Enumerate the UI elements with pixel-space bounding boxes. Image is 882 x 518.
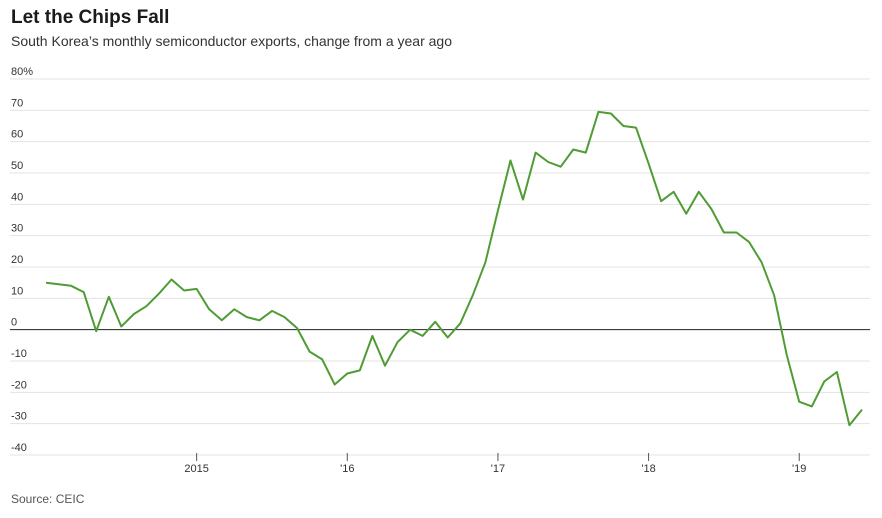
y-tick-label: 20 bbox=[11, 254, 23, 266]
data-point bbox=[685, 213, 687, 215]
data-point bbox=[836, 371, 838, 373]
data-point bbox=[647, 162, 649, 164]
data-point bbox=[384, 365, 386, 367]
data-point bbox=[673, 191, 675, 193]
data-point bbox=[321, 358, 323, 360]
series-layer bbox=[45, 110, 863, 427]
data-point bbox=[183, 289, 185, 291]
data-point bbox=[484, 261, 486, 263]
data-point bbox=[195, 288, 197, 290]
x-tick-label: '19 bbox=[792, 463, 806, 475]
y-axis-ticks: 80% 70 60 50 40 30 20 10 0 -10 -20 -30 -40 bbox=[11, 66, 33, 454]
y-tick-label: -30 bbox=[11, 411, 27, 423]
data-point bbox=[233, 308, 235, 310]
data-point bbox=[597, 111, 599, 113]
data-point bbox=[95, 330, 97, 332]
data-point bbox=[786, 354, 788, 356]
data-point bbox=[622, 125, 624, 127]
y-tick-label: 70 bbox=[11, 97, 23, 109]
data-point bbox=[70, 285, 72, 287]
data-point bbox=[170, 278, 172, 280]
data-point bbox=[246, 316, 248, 318]
y-tick-label: 80% bbox=[11, 66, 33, 78]
data-point bbox=[396, 341, 398, 343]
data-point bbox=[359, 369, 361, 371]
data-point bbox=[735, 231, 737, 233]
data-point bbox=[723, 231, 725, 233]
data-point bbox=[45, 282, 47, 284]
data-point bbox=[120, 325, 122, 327]
data-point bbox=[346, 372, 348, 374]
data-point bbox=[509, 159, 511, 161]
data-point bbox=[497, 209, 499, 211]
gridlines bbox=[10, 78, 870, 456]
data-point bbox=[447, 336, 449, 338]
data-point bbox=[848, 424, 850, 426]
data-point bbox=[459, 322, 461, 324]
source-note: Source: CEIC bbox=[11, 492, 85, 506]
data-point bbox=[334, 383, 336, 385]
x-tick-label: '17 bbox=[491, 463, 505, 475]
data-point bbox=[861, 408, 863, 410]
data-point bbox=[133, 313, 135, 315]
x-tick-label: 2015 bbox=[184, 463, 208, 475]
series-line bbox=[45, 110, 863, 427]
data-point bbox=[308, 350, 310, 352]
x-tick-label: '18 bbox=[641, 463, 655, 475]
data-point bbox=[271, 310, 273, 312]
data-point bbox=[823, 380, 825, 382]
chart-subtitle: South Korea’s monthly semiconductor expo… bbox=[11, 33, 452, 49]
data-point bbox=[760, 261, 762, 263]
data-point bbox=[145, 305, 147, 307]
y-tick-label: 50 bbox=[11, 160, 23, 172]
y-tick-label: 60 bbox=[11, 129, 23, 141]
data-point bbox=[434, 321, 436, 323]
data-point bbox=[371, 335, 373, 337]
data-point bbox=[409, 329, 411, 331]
data-point bbox=[585, 151, 587, 153]
data-point bbox=[472, 294, 474, 296]
data-point bbox=[296, 327, 298, 329]
y-tick-label: -20 bbox=[11, 379, 27, 391]
data-point bbox=[108, 296, 110, 298]
y-tick-label: 0 bbox=[11, 317, 17, 329]
data-point bbox=[158, 292, 160, 294]
chart-title: Let the Chips Fall bbox=[11, 7, 170, 28]
data-point bbox=[560, 166, 562, 168]
data-point bbox=[208, 308, 210, 310]
data-point bbox=[635, 126, 637, 128]
data-point bbox=[660, 200, 662, 202]
data-point bbox=[258, 319, 260, 321]
data-point bbox=[57, 283, 59, 285]
data-point bbox=[522, 198, 524, 200]
data-point bbox=[798, 401, 800, 403]
y-tick-label: 40 bbox=[11, 191, 23, 203]
data-point bbox=[710, 208, 712, 210]
data-point bbox=[748, 241, 750, 243]
data-point bbox=[572, 148, 574, 150]
x-tick-label: '16 bbox=[340, 463, 354, 475]
data-point bbox=[811, 405, 813, 407]
data-point bbox=[221, 319, 223, 321]
data-point bbox=[773, 294, 775, 296]
data-point bbox=[534, 151, 536, 153]
data-point bbox=[547, 161, 549, 163]
y-tick-label: 30 bbox=[11, 223, 23, 235]
y-tick-label: -40 bbox=[11, 442, 27, 454]
x-axis-ticks: 2015 '16 '17 '18 '19 bbox=[184, 453, 806, 475]
data-point bbox=[83, 291, 85, 293]
data-point bbox=[698, 191, 700, 193]
data-point bbox=[610, 112, 612, 114]
data-point bbox=[283, 316, 285, 318]
data-point bbox=[421, 335, 423, 337]
y-tick-label: -10 bbox=[11, 348, 27, 360]
y-tick-label: 10 bbox=[11, 285, 23, 297]
